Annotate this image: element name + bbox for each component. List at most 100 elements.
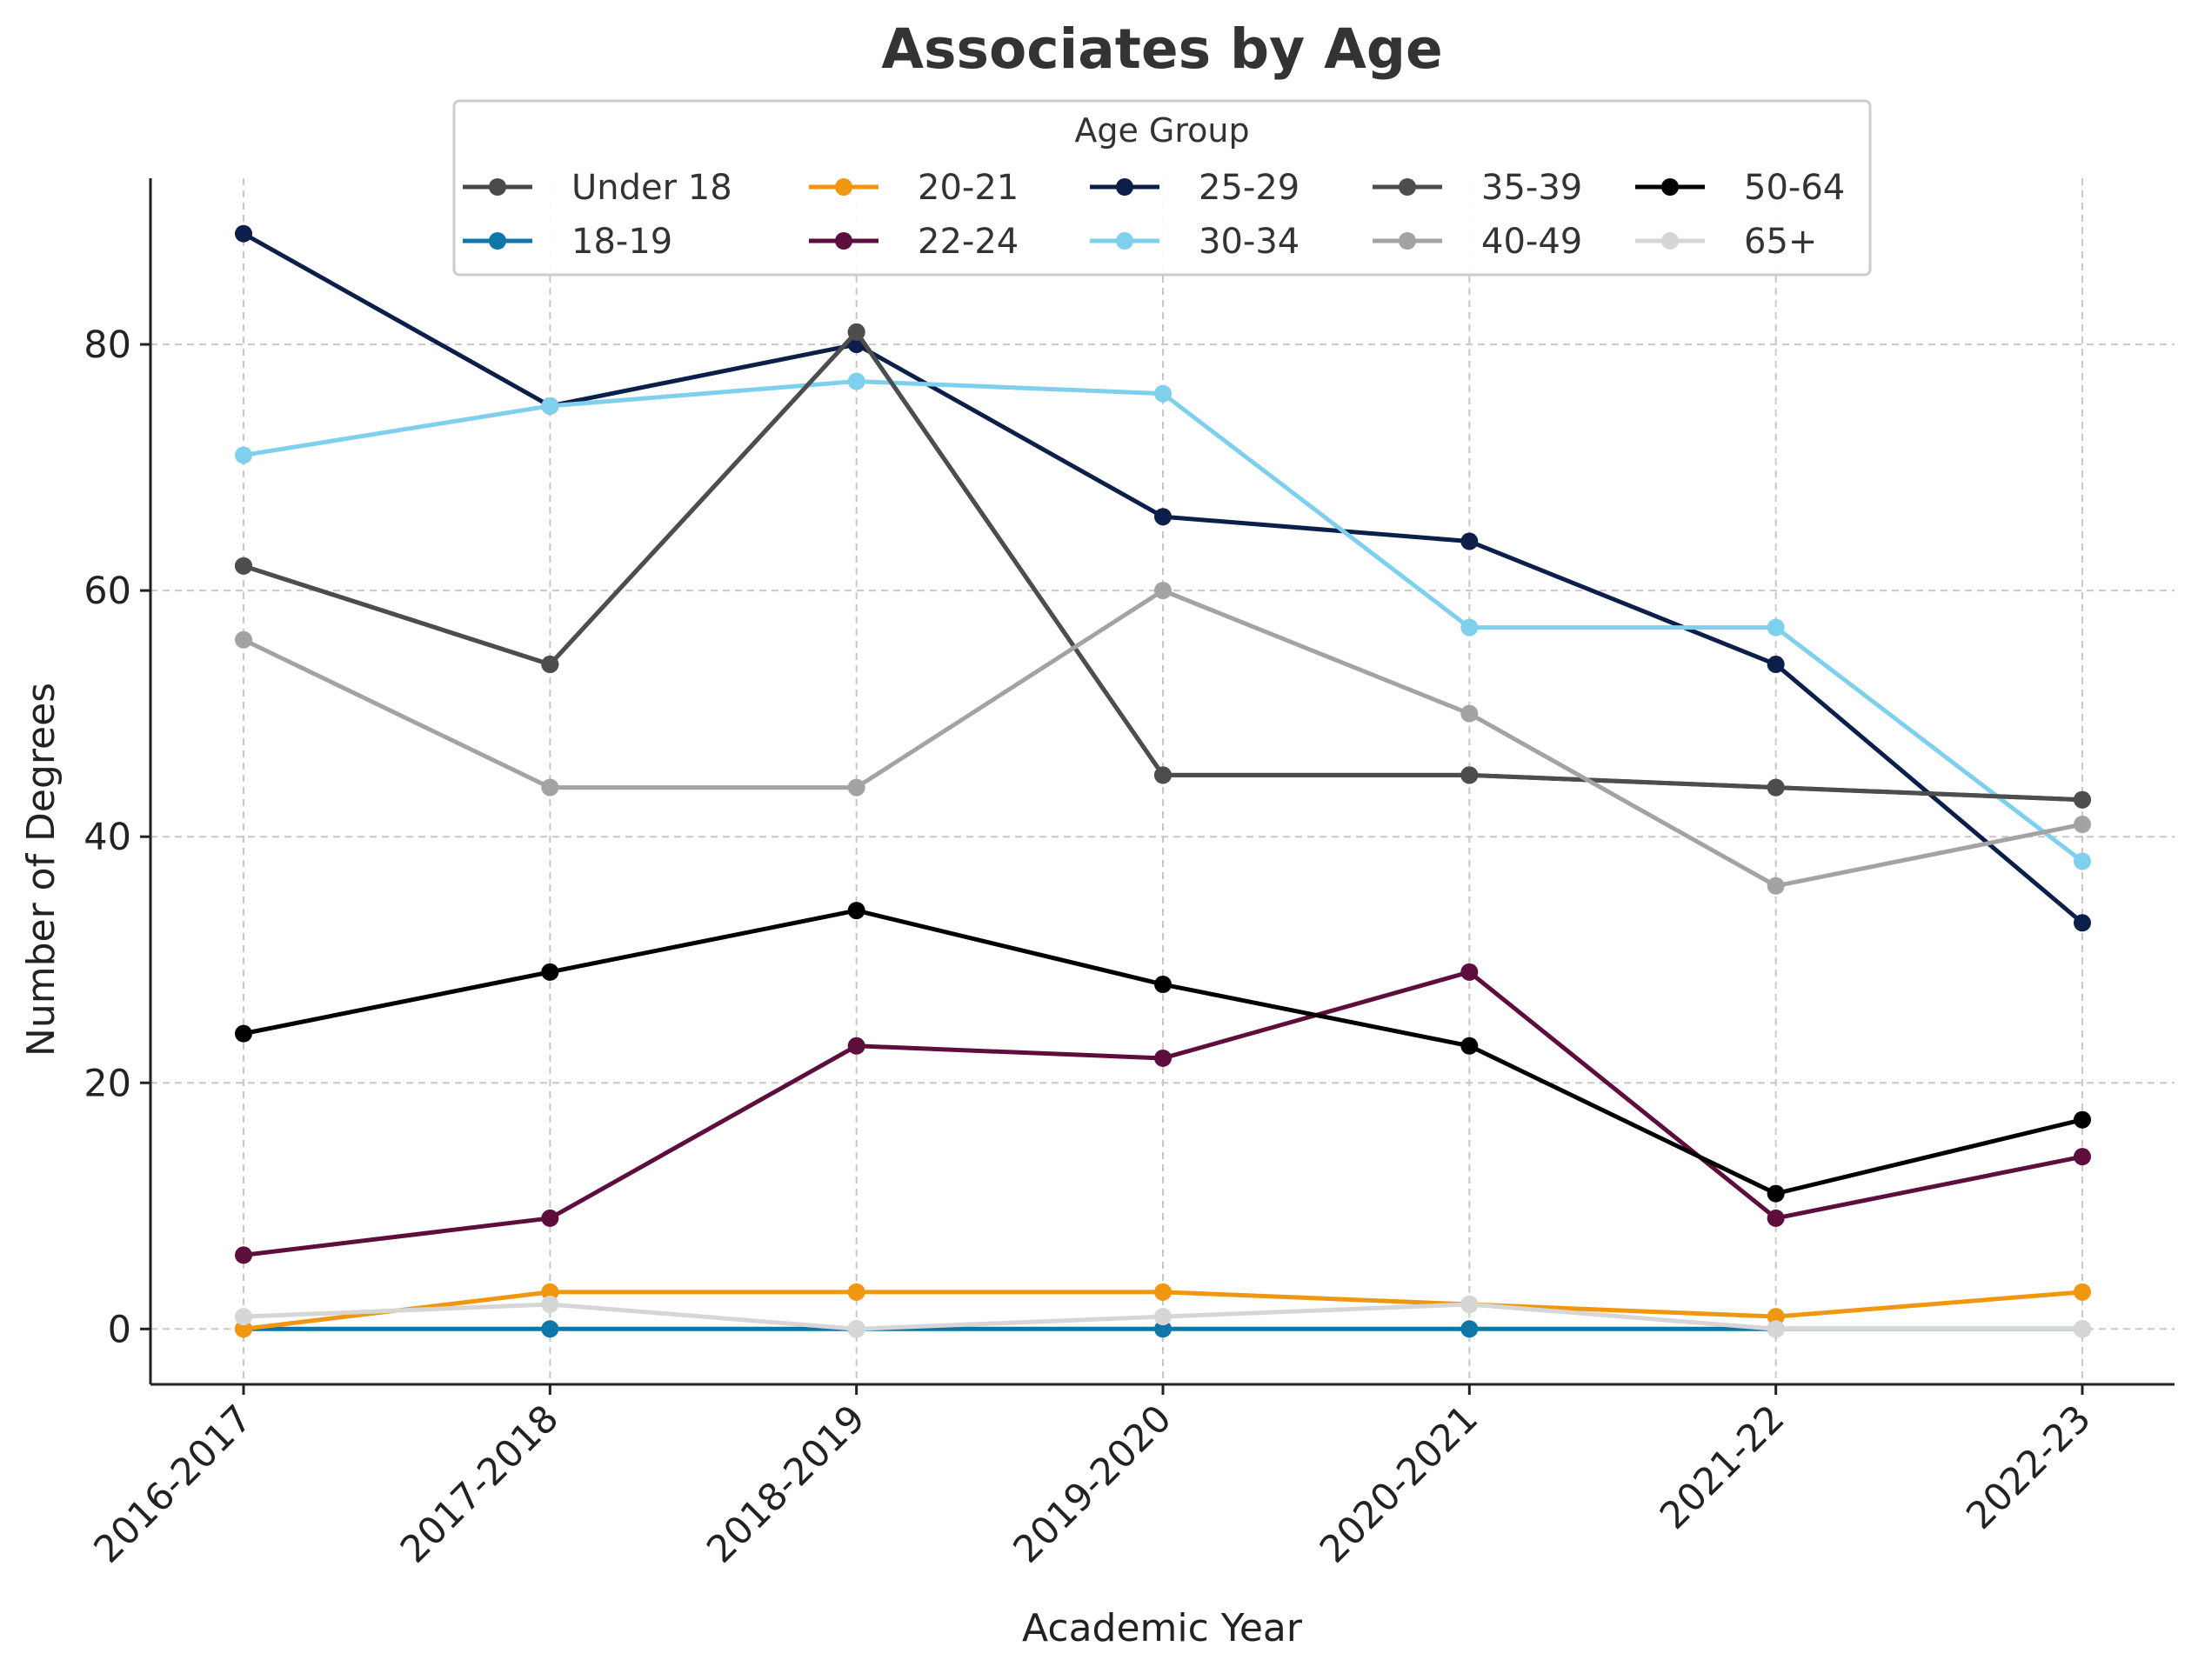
axes-layer: 2016-2017 2017-2018 2018-2019 2019-2020 2020…	[84, 178, 2175, 1572]
series-65	[235, 1296, 2091, 1338]
data-point-40-49	[2074, 816, 2091, 834]
legend-swatch-marker	[1399, 178, 1416, 196]
legend-swatch-marker	[835, 232, 852, 250]
legend-label: 50-64	[1744, 168, 1845, 208]
data-point-20-21	[2074, 1283, 2091, 1301]
series-layer	[235, 224, 2091, 1338]
legend-item-25-29: 25-29	[1090, 168, 1299, 208]
legend-label: 65+	[1744, 222, 1817, 262]
data-point-30-34	[2074, 852, 2091, 870]
data-point-18-19	[1460, 1320, 1479, 1338]
legend-swatch-marker	[835, 178, 852, 196]
data-point-30-34	[1154, 384, 1172, 403]
series-35-39	[235, 323, 2091, 809]
legend-label: 18-19	[571, 222, 672, 262]
series-line-22-24	[243, 970, 2083, 1257]
y-tick-label: 20	[84, 1062, 131, 1105]
data-point-22-24	[1767, 1209, 1785, 1227]
data-point-25-29	[1154, 508, 1172, 526]
data-point-65	[1460, 1296, 1479, 1314]
x-tick-label: 2020-2021	[1312, 1397, 1486, 1571]
data-point-40-49	[1154, 582, 1172, 600]
data-point-50-64	[1460, 1037, 1479, 1055]
legend-label: 20-21	[918, 168, 1019, 208]
data-point-35-39	[1460, 766, 1479, 784]
legend-label: 40-49	[1481, 222, 1582, 262]
data-point-30-34	[847, 372, 865, 390]
y-tick-label: 40	[84, 816, 131, 859]
data-point-25-29	[1767, 656, 1785, 674]
data-point-22-24	[847, 1037, 865, 1055]
data-point-50-64	[1154, 976, 1172, 994]
data-point-18-19	[541, 1320, 559, 1338]
data-point-35-39	[1767, 778, 1785, 797]
data-point-50-64	[1767, 1184, 1785, 1203]
x-tick-label: 2022-23	[1958, 1397, 2099, 1537]
data-point-40-49	[847, 778, 865, 797]
data-point-30-34	[235, 446, 252, 464]
data-point-20-21	[1154, 1283, 1172, 1301]
x-tick-label: 2017-2018	[392, 1397, 567, 1571]
data-point-65	[541, 1296, 559, 1314]
data-point-22-24	[1460, 963, 1479, 981]
y-axis-label: Number of Degrees	[19, 683, 63, 1057]
data-point-50-64	[847, 902, 865, 920]
data-point-40-49	[1460, 704, 1479, 723]
data-point-25-29	[235, 224, 252, 243]
data-point-22-24	[235, 1246, 252, 1264]
data-point-25-29	[2074, 914, 2091, 932]
data-point-35-39	[541, 656, 559, 674]
data-point-22-24	[2074, 1148, 2091, 1166]
data-point-22-24	[541, 1209, 559, 1227]
legend-item-18-19: 18-19	[463, 222, 672, 262]
legend-item-50-64: 50-64	[1635, 168, 1845, 208]
legend-swatch-marker	[1116, 178, 1133, 196]
x-axis-label: Academic Year	[1022, 1606, 1303, 1650]
series-40-49	[235, 582, 2091, 895]
y-tick-label: 60	[84, 570, 131, 613]
legend-item-40-49: 40-49	[1373, 222, 1582, 262]
legend-item-under-18: Under 18	[463, 168, 732, 208]
data-point-50-64	[541, 963, 559, 981]
x-tick-label: 2018-2019	[698, 1397, 873, 1571]
legend: Age Group Under 18 18-19 20-21 22-24 25-29 30…	[452, 99, 1872, 277]
data-point-25-29	[1460, 532, 1479, 550]
data-point-65	[1767, 1320, 1785, 1338]
data-point-65	[235, 1308, 252, 1326]
series-50-64	[235, 902, 2091, 1203]
legend-item-20-21: 20-21	[809, 168, 1019, 208]
legend-swatch-marker	[1661, 178, 1679, 196]
x-tick-label: 2021-22	[1652, 1397, 1793, 1537]
data-point-65	[2074, 1320, 2091, 1338]
y-tick-label: 0	[108, 1308, 131, 1351]
y-tick-label: 80	[84, 323, 131, 367]
data-point-20-21	[541, 1283, 559, 1301]
legend-swatch-marker	[1661, 232, 1679, 250]
data-point-18-19	[1154, 1320, 1172, 1338]
legend-label: Under 18	[571, 168, 732, 208]
legend-swatch-marker	[1116, 232, 1133, 250]
x-tick-label: 2019-2020	[1005, 1397, 1180, 1571]
legend-item-65: 65+	[1635, 222, 1817, 262]
data-point-30-34	[541, 397, 559, 415]
legend-label: 22-24	[918, 222, 1019, 262]
legend-frame	[452, 99, 1872, 277]
legend-label: 35-39	[1481, 168, 1582, 208]
chart-title: Associates by Age	[881, 17, 1442, 81]
legend-swatch-marker	[1399, 232, 1416, 250]
data-point-50-64	[2074, 1110, 2091, 1129]
data-point-40-49	[1767, 877, 1785, 895]
data-point-30-34	[1767, 618, 1785, 637]
data-point-20-21	[235, 1320, 252, 1338]
data-point-30-34	[1460, 618, 1479, 637]
legend-label: 30-34	[1199, 222, 1299, 262]
data-point-35-39	[847, 323, 865, 341]
data-point-20-21	[1767, 1308, 1785, 1326]
data-point-40-49	[235, 630, 252, 649]
legend-swatch-marker	[489, 232, 506, 250]
data-point-40-49	[541, 778, 559, 797]
data-point-22-24	[1154, 1049, 1172, 1067]
data-point-65	[1154, 1308, 1172, 1326]
